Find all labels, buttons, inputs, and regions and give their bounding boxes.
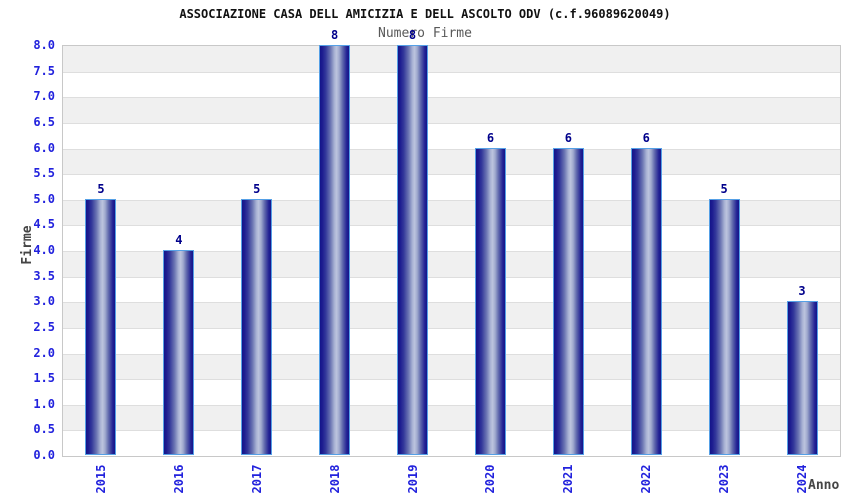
chart-title: ASSOCIAZIONE CASA DELL AMICIZIA E DELL A… [179,7,671,21]
y-tick-label: 7.5 [33,63,55,78]
y-tick-label: 3.0 [33,294,55,309]
gridline [63,327,840,329]
plot-band [63,328,840,354]
plot-band [63,174,840,200]
gridline [63,148,840,150]
y-tick-label: 2.0 [33,345,55,360]
gridline [63,174,840,176]
y-tick-label: 2.5 [33,319,55,334]
plot-band [63,251,840,277]
chart-subtitle: Numero Firme [378,26,472,41]
gridline [63,276,840,278]
y-tick-label: 0.0 [33,448,55,462]
plot-band [63,277,840,303]
gridline [63,251,840,252]
gridline [63,404,840,406]
y-tick-label: 5.0 [33,191,55,206]
gridline [63,199,840,201]
plot-band [63,430,840,456]
gridline [63,122,840,124]
plot-band [63,379,840,405]
gridline [63,430,840,432]
plot-band [63,353,840,380]
y-axis-label: Firme [20,225,35,265]
y-tick-label: 1.5 [33,371,55,386]
gridline [63,379,840,381]
plot-band [63,199,840,226]
plot-band [63,148,840,175]
gridline [63,97,840,99]
plot-band [63,46,840,72]
gridline [63,353,840,355]
y-tick-label: 6.0 [33,140,55,155]
plot-band [63,302,840,328]
y-tick-label: 0.5 [33,422,55,437]
plot-band [63,123,840,149]
plot-band [63,72,840,98]
plot-band [63,225,840,251]
plot-band [63,97,840,123]
y-tick-label: 5.5 [33,166,55,181]
y-tick-label: 6.5 [33,114,55,129]
y-tick-label: 1.0 [33,396,55,411]
gridline [63,225,840,227]
x-axis-label: Anno [808,478,840,493]
gridline [63,302,840,304]
plot-area [62,45,841,457]
y-tick-label: 7.0 [33,89,55,104]
gridline [63,71,840,73]
plot-band [63,404,840,431]
